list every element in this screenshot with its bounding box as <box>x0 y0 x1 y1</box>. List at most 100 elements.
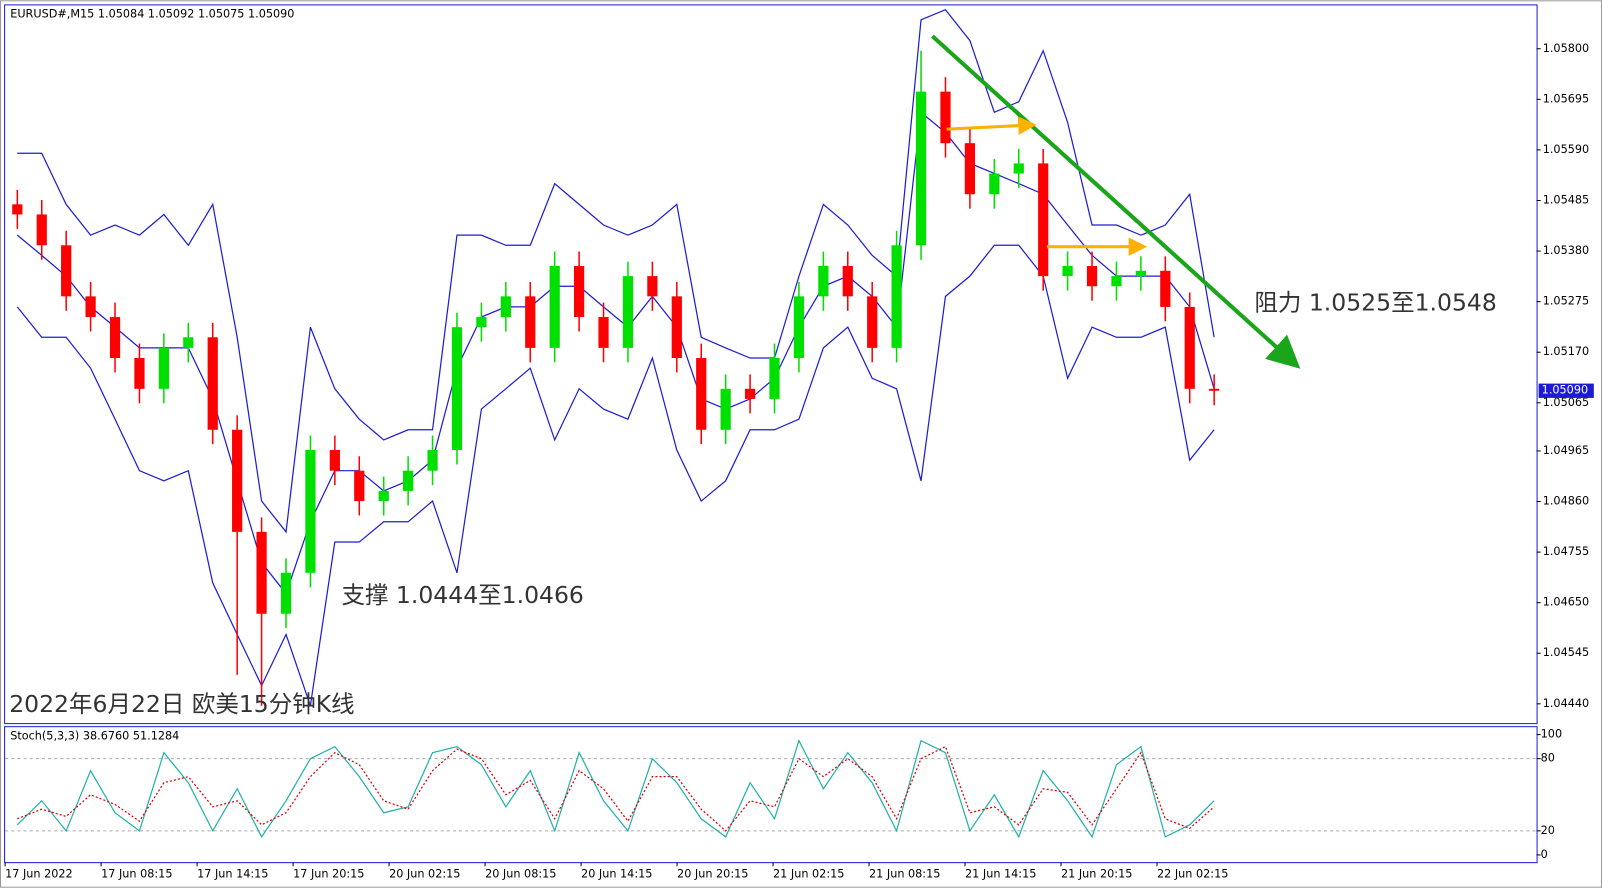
y-tick-label: 20 <box>1541 824 1555 837</box>
x-tick-label: 20 Jun 20:15 <box>677 867 748 880</box>
candle-body <box>207 337 218 430</box>
candle-body <box>598 317 609 348</box>
candle-body <box>867 296 878 348</box>
candle-body <box>525 296 536 348</box>
indicator-title: Stoch(5,3,3) 38.6760 51.1284 <box>10 729 179 742</box>
candle-body <box>744 388 756 399</box>
candle-body <box>427 449 438 471</box>
plot-content: 1.05800 1.05695 1.05590 1.05485 1.05380 1.052… <box>4 8 1594 880</box>
band-line <box>17 8 1215 534</box>
candle-body <box>1160 270 1171 307</box>
candle-body <box>500 296 511 318</box>
candle-body <box>36 214 47 246</box>
y-tick-label: 100 <box>1541 728 1562 741</box>
y-tick-label: 1.05590 <box>1543 143 1589 156</box>
last-price-label: 1.05090 <box>1542 384 1588 397</box>
candle-body <box>842 265 853 297</box>
x-tick-label: 21 Jun 08:15 <box>869 867 940 880</box>
x-tick-label: 20 Jun 08:15 <box>485 867 556 880</box>
candle-body <box>1013 163 1024 174</box>
x-tick-label: 17 Jun 14:15 <box>197 867 268 880</box>
candle-body <box>964 143 976 195</box>
candle-body <box>622 276 634 348</box>
candle-body <box>403 470 414 491</box>
y-tick-label: 1.05485 <box>1543 193 1589 206</box>
annotation: 阻力 1.0525至1.0548 <box>1254 288 1496 316</box>
x-tick-label: 20 Jun 02:15 <box>389 867 460 880</box>
candle-body <box>256 531 267 614</box>
y-tick-label: 1.05800 <box>1543 42 1589 55</box>
candle-body <box>696 357 707 430</box>
candle-body <box>109 317 121 358</box>
candle-body <box>61 245 72 297</box>
candle-body <box>158 347 169 389</box>
candle-body <box>940 91 951 144</box>
candle-body <box>451 327 463 450</box>
price-panel <box>4 4 1538 725</box>
candle-body <box>720 388 731 430</box>
x-tick-label: 21 Jun 20:15 <box>1061 867 1132 880</box>
band-line <box>16 244 1215 706</box>
candle-body <box>12 204 23 215</box>
candle-body <box>891 245 902 348</box>
y-tick-label: 1.05380 <box>1543 244 1589 257</box>
y-tick-label: 1.04650 <box>1543 596 1589 609</box>
stoch-line <box>16 738 1215 839</box>
candle-body <box>1135 270 1146 277</box>
candle-body <box>134 357 145 389</box>
y-tick-label: 1.04545 <box>1543 646 1589 659</box>
y-tick-label: 1.05170 <box>1543 345 1589 358</box>
candle-body <box>549 265 560 348</box>
candle-body <box>989 173 1000 195</box>
trend-line <box>930 34 1301 369</box>
last-price-box <box>1538 383 1594 398</box>
y-tick-label: 1.05275 <box>1543 295 1589 308</box>
y-tick-label: 80 <box>1541 752 1555 765</box>
x-tick-label: 21 Jun 02:15 <box>773 867 844 880</box>
candle-body <box>378 490 389 502</box>
candle-body <box>280 572 292 614</box>
candle-body <box>1209 388 1220 391</box>
candle-body <box>1038 163 1049 277</box>
stoch-panel <box>4 726 1538 864</box>
y-tick-label: 1.04860 <box>1543 495 1589 508</box>
x-tick-label: 17 Jun 08:15 <box>101 867 172 880</box>
candle-body <box>183 337 194 348</box>
candle-body <box>647 276 658 297</box>
arrow <box>946 116 1037 135</box>
candle-body <box>232 429 243 532</box>
y-tick-label: 1.04755 <box>1543 545 1589 558</box>
y-tick-label: 1.05695 <box>1543 92 1589 105</box>
candle-body <box>1184 306 1195 389</box>
candle-body <box>85 296 96 318</box>
candle-body <box>818 265 829 297</box>
y-tick-label: 0 <box>1541 848 1548 861</box>
y-tick-label: 1.04965 <box>1543 444 1589 457</box>
annotation: 2022年6月22日 欧美15分钟K线 <box>9 690 354 718</box>
candle-body <box>329 449 340 471</box>
x-tick-label: 21 Jun 14:15 <box>965 867 1036 880</box>
chart-title: EURUSD#,M15 1.05084 1.05092 1.05075 1.05… <box>10 8 294 21</box>
candle-body <box>1086 265 1098 287</box>
candle-body <box>1111 276 1122 287</box>
candle-body <box>354 470 365 502</box>
candle-body <box>1062 265 1073 277</box>
candle-body <box>573 265 585 318</box>
stoch-line <box>17 745 1215 832</box>
annotation: 支撑 1.0444至1.0466 <box>341 581 583 609</box>
y-tick-label: 1.05065 <box>1543 396 1589 409</box>
x-tick-label: 17 Jun 20:15 <box>293 867 364 880</box>
candle-body <box>671 296 682 358</box>
candle-body <box>793 296 805 358</box>
x-tick-label: 20 Jun 14:15 <box>581 867 652 880</box>
x-tick-label: 22 Jun 02:15 <box>1157 867 1228 880</box>
candle-body <box>305 449 316 573</box>
candle-body <box>915 91 927 246</box>
y-tick-label: 1.04440 <box>1543 697 1589 710</box>
candle-body <box>476 317 487 328</box>
candle-body <box>769 357 780 399</box>
x-tick-label: 17 Jun 2022 <box>5 867 73 880</box>
